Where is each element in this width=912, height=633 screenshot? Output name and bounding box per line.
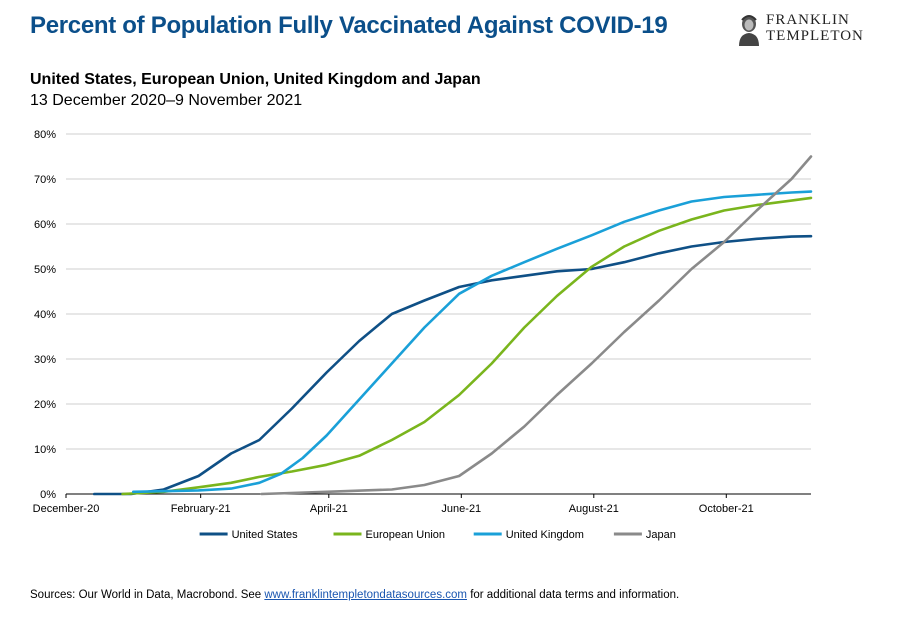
legend-label: United Kingdom	[506, 529, 584, 541]
chart-subtitle: United States, European Union, United Ki…	[30, 71, 481, 88]
series-line-united-kingdom	[132, 190, 813, 494]
logo-line-2: TEMPLETON	[766, 28, 864, 44]
series-line-european-union	[121, 196, 813, 496]
source-suffix: for additional data terms and informatio…	[467, 589, 680, 601]
franklin-portrait-icon	[736, 12, 762, 46]
logo-line-1: FRANKLIN	[766, 12, 850, 28]
chart-title: Percent of Population Fully Vaccinated A…	[30, 12, 668, 39]
x-tick-label: December-20	[33, 503, 100, 515]
source-prefix: Sources: Our World in Data, Macrobond. S…	[30, 589, 265, 601]
x-tick-label: June-21	[441, 503, 481, 515]
y-tick-label: 50%	[34, 264, 56, 276]
y-tick-label: 60%	[34, 219, 56, 231]
source-link[interactable]: www.franklintempletondatasources.com	[264, 589, 467, 601]
series-line-united-states	[92, 234, 813, 496]
x-tick-label: April-21	[310, 503, 348, 515]
y-tick-label: 40%	[34, 309, 56, 321]
vaccination-line-chart: 0% 10% 20% 30% 40% 50% 60% 70% 80% December-20 Feb…	[33, 129, 813, 541]
y-tick-label: 20%	[34, 399, 56, 411]
legend-label: United States	[232, 529, 299, 541]
legend-label: Japan	[646, 529, 676, 541]
y-tick-label: 10%	[34, 444, 56, 456]
franklin-templeton-logo: FRANKLIN TEMPLETON	[736, 12, 896, 48]
x-tick-label: August-21	[569, 503, 619, 515]
x-tick-label: February-21	[171, 503, 231, 515]
series-line-japan	[260, 155, 813, 496]
legend-label: European Union	[366, 529, 446, 541]
source-note: Sources: Our World in Data, Macrobond. S…	[30, 589, 679, 601]
date-range: 13 December 2020–9 November 2021	[30, 92, 303, 109]
y-tick-label: 0%	[40, 489, 56, 501]
y-tick-label: 70%	[34, 174, 56, 186]
y-tick-label: 30%	[34, 354, 56, 366]
y-tick-label: 80%	[34, 129, 56, 141]
x-tick-label: October-21	[699, 503, 754, 515]
